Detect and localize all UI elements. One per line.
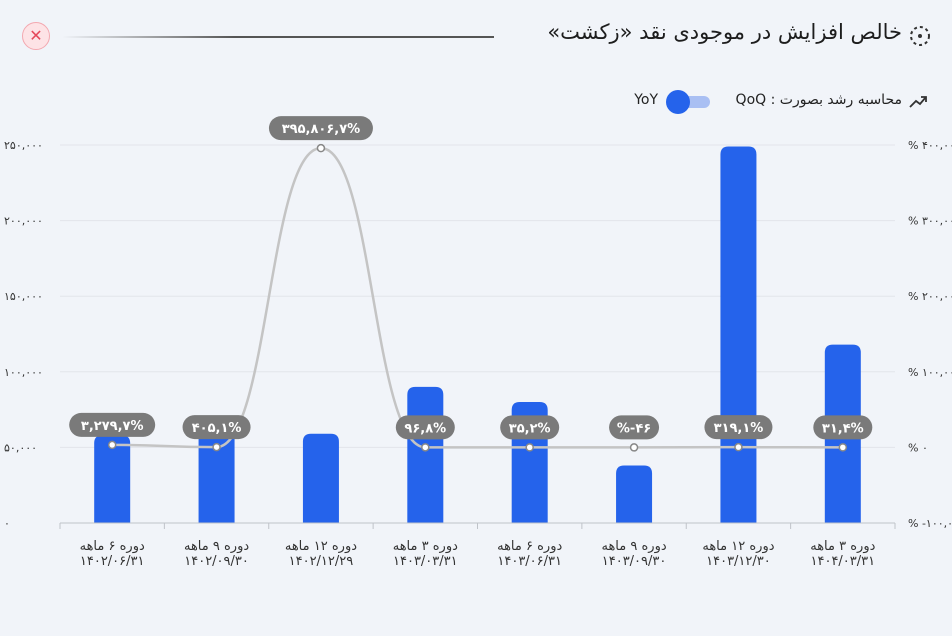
growth-label-text: ۴۰۵,۱% bbox=[192, 421, 242, 436]
growth-mode-label: محاسبه رشد بصورت : QoQ bbox=[735, 92, 902, 108]
qoq-yoy-toggle[interactable] bbox=[666, 90, 710, 114]
x-tick-label-date: ۱۴۰۳/۰۳/۳۱ bbox=[393, 554, 458, 569]
growth-label-pill bbox=[500, 415, 560, 440]
y2-tick-label: % ۰ bbox=[908, 441, 928, 454]
bar bbox=[407, 386, 444, 523]
y2-tick-label: % -۱۰۰,۰۰۰ bbox=[908, 517, 952, 530]
x-tick-label-period: دوره ۶ ماهه bbox=[497, 539, 562, 554]
x-tick-label-date: ۱۴۰۳/۰۶/۳۱ bbox=[497, 554, 562, 569]
growth-label-pill bbox=[268, 116, 373, 141]
toggle-knob[interactable] bbox=[666, 90, 690, 114]
growth-label-text: ۳۵,۲% bbox=[509, 421, 551, 436]
x-tick-label-date: ۱۴۰۲/۰۹/۳۰ bbox=[184, 554, 249, 569]
x-tick-label-period: دوره ۶ ماهه bbox=[80, 539, 145, 554]
x-tick-label-period: دوره ۳ ماهه bbox=[810, 539, 875, 554]
bar bbox=[302, 433, 339, 523]
growth-label-pill bbox=[69, 412, 156, 437]
x-tick-label-period: دوره ۹ ماهه bbox=[184, 539, 249, 554]
x-tick-label-period: دوره ۱۲ ماهه bbox=[285, 539, 357, 554]
y2-tick-label: % ۱۰۰,۰۰۰ bbox=[908, 366, 952, 379]
x-tick-label-date: ۱۴۰۳/۱۲/۳۰ bbox=[706, 554, 771, 569]
chart-title: خالص افزایش در موجودی نقد «زکشت» bbox=[547, 20, 902, 44]
growth-label-text: ۳۹۵,۸۰۶,۷% bbox=[282, 122, 360, 137]
growth-point bbox=[316, 143, 326, 153]
y-tick-label: ۲۰۰,۰۰۰ bbox=[4, 215, 43, 228]
bar bbox=[720, 146, 757, 523]
growth-point bbox=[525, 443, 534, 452]
growth-label-text: ۳,۲۷۹,۷% bbox=[81, 419, 144, 434]
x-tick-label-date: ۱۴۰۲/۱۲/۲۹ bbox=[289, 554, 354, 569]
header-divider bbox=[62, 36, 494, 38]
growth-point bbox=[629, 443, 639, 452]
growth-line-series: ۳,۲۷۹,۷% ۴۰۵,۱% ۳۹۵,۸۰۶,۷% ۹۶,۸% ۳۵,۲% %-۴۶ ۳۱… bbox=[69, 116, 873, 452]
x-tick-label-date: ۱۴۰۲/۰۶/۳۱ bbox=[80, 554, 145, 569]
y-axis-right: % -۱۰۰,۰۰۰ % ۰ % ۱۰۰,۰۰۰ % ۲۰۰,۰۰۰ % ۳۰۰,۰۰۰… bbox=[908, 139, 952, 530]
growth-point bbox=[421, 443, 430, 452]
y-tick-label: ۵۰,۰۰۰ bbox=[4, 441, 37, 454]
y-tick-label: ۱۰۰,۰۰۰ bbox=[4, 366, 43, 379]
yoy-label: YoY bbox=[634, 92, 658, 108]
growth-point bbox=[107, 440, 117, 450]
growth-label-text: %-۴۶ bbox=[617, 421, 651, 436]
growth-point bbox=[838, 443, 848, 452]
grid-lines bbox=[60, 144, 895, 524]
x-tick-label-date: ۱۴۰۳/۰۹/۳۰ bbox=[602, 554, 667, 569]
chart-header: ✕ خالص افزایش در موجودی نقد «زکشت» bbox=[0, 18, 952, 58]
bar bbox=[94, 435, 131, 523]
x-tick-label-period: دوره ۱۲ ماهه bbox=[702, 539, 774, 554]
growth-label-pill bbox=[182, 415, 251, 440]
growth-mode-row: محاسبه رشد بصورت : QoQ YoY bbox=[528, 90, 928, 114]
dotted-circle-icon bbox=[910, 26, 930, 46]
bar bbox=[616, 465, 653, 523]
bar-series bbox=[94, 146, 861, 523]
growth-point bbox=[212, 442, 221, 452]
y-tick-label: ۰ bbox=[4, 517, 10, 530]
growth-label-text: ۳۱,۴% bbox=[822, 421, 864, 436]
close-icon[interactable]: ✕ bbox=[22, 22, 50, 50]
y2-tick-label: % ۲۰۰,۰۰۰ bbox=[908, 290, 952, 303]
trending-up-icon bbox=[909, 96, 927, 108]
x-tick-label-period: دوره ۹ ماهه bbox=[601, 539, 666, 554]
y-tick-label: ۲۵۰,۰۰۰ bbox=[4, 139, 43, 152]
y2-tick-label: % ۴۰۰,۰۰۰ bbox=[908, 139, 952, 152]
growth-point bbox=[734, 442, 743, 452]
growth-label-pill bbox=[813, 415, 873, 440]
x-tick-label-period: دوره ۳ ماهه bbox=[393, 539, 458, 554]
growth-label-pill bbox=[395, 415, 455, 440]
growth-label-pill bbox=[704, 415, 773, 440]
growth-label-text: ۳۱۹,۱% bbox=[714, 421, 764, 436]
y2-tick-label: % ۳۰۰,۰۰۰ bbox=[908, 215, 952, 228]
y-axis-left: ۰ ۵۰,۰۰۰ ۱۰۰,۰۰۰ ۱۵۰,۰۰۰ ۲۰۰,۰۰۰ ۲۵۰,۰۰۰ bbox=[4, 139, 43, 530]
x-tick-label-date: ۱۴۰۴/۰۳/۳۱ bbox=[811, 554, 876, 569]
growth-label-text: ۹۶,۸% bbox=[404, 421, 446, 436]
y-tick-label: ۱۵۰,۰۰۰ bbox=[4, 290, 43, 303]
growth-label-pill bbox=[609, 415, 660, 440]
